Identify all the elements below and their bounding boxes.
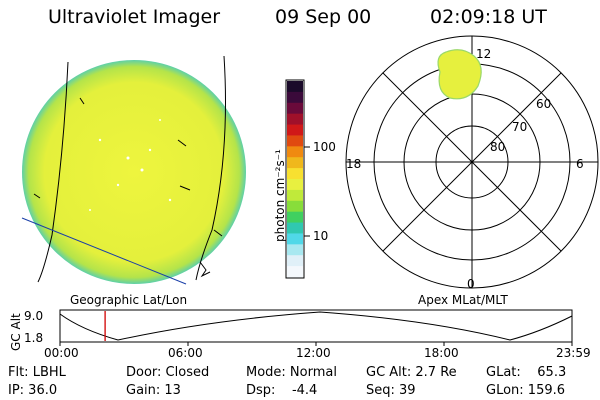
colorbar-swatch [287,157,303,169]
colorbar-swatch [287,81,303,93]
orbit-ytick-1-8: 1.8 [24,331,44,345]
coastline-1 [199,261,211,278]
status-glon: GLon: 159.6 [486,383,566,398]
coastline-4 [79,97,85,105]
polar-label-mlt-12: 12 [476,47,492,61]
orbit-xtick-0000: 00:00 [44,346,79,360]
time-label: 02:09:18 UT [430,6,547,28]
orbit-plot-frame [59,309,573,343]
polar-caption: Apex MLat/MLT [418,293,508,307]
orbit-xtick-1800: 18:00 [424,346,459,360]
meridian-line-left [37,61,69,283]
orbit-plot [59,309,573,346]
orbit-xtick-1200: 12:00 [296,346,331,360]
status-glat: GLat: 65.3 [486,365,567,380]
polar-label-mlat-80: 80 [490,140,506,154]
colorbar-swatch [287,244,303,256]
colorbar-swatch [287,179,303,191]
orbit-altitude-curve [59,311,573,341]
colorbar-swatch [287,189,303,202]
status-door: Door: Closed [126,365,210,380]
earth-image [21,55,246,285]
date-label: 09 Sep 00 [275,6,372,28]
coastline-5 [33,193,41,199]
polar-label-mlat-60: 60 [536,97,552,111]
status-filter: Flt: LBHL [8,365,66,380]
coastline-3 [179,185,191,191]
earth-disk [22,60,246,284]
colorbar-frame [285,79,305,279]
status-seq: Seq: 39 [366,383,416,398]
colorbar-swatch [287,266,303,278]
orbit-ytick-9: 9.0 [24,309,44,323]
colorbar-swatch [287,211,303,224]
colorbar-unit-label: photon cm⁻²s⁻¹ [273,149,287,242]
earth-texture [89,119,172,211]
orbit-xtick-2359: 23:59 [556,346,591,360]
colorbar-swatch [287,255,303,267]
status-gc-alt: GC Alt: 2.7 Re [366,365,457,380]
polar-label-mlat-70: 70 [512,120,528,134]
polar-label-mlt-18: 18 [346,157,362,171]
colorbar-swatch [287,146,303,158]
polar-plot [345,35,599,289]
auroral-emission-blob [437,49,482,100]
colorbar-swatch [287,102,303,115]
status-gain: Gain: 13 [126,383,181,398]
colorbar-swatch [287,233,303,245]
colorbar-swatch [287,91,303,104]
colorbar-swatch [287,222,303,235]
colorbar-tick-label-10: 10 [313,229,329,243]
status-mode: Mode: Normal [246,365,337,380]
polar-label-mlt-6: 6 [576,157,584,171]
status-dsp: Dsp: -4.4 [246,383,318,398]
instrument-title: Ultraviolet Imager [48,6,221,28]
terminator-line [21,217,187,285]
meridian-line-right [195,55,226,281]
coastline-2 [177,139,187,147]
status-ip: IP: 36.0 [8,383,58,398]
colorbar-swatch [287,135,303,147]
orbit-ylabel: GC Alt [9,313,23,351]
coastline-6 [213,229,223,237]
polar-diagonal-2 [382,72,562,252]
colorbar-swatch [287,113,303,126]
colorbar-tick-label-100: 100 [313,140,336,154]
colorbar-swatch [287,200,303,213]
colorbar [285,79,310,279]
colorbar-swatch [287,168,303,180]
earth-caption: Geographic Lat/Lon [70,293,188,307]
colorbar-swatch [287,124,303,137]
orbit-xtick-0600: 06:00 [168,346,203,360]
polar-label-mlt-0: 0 [467,277,475,291]
